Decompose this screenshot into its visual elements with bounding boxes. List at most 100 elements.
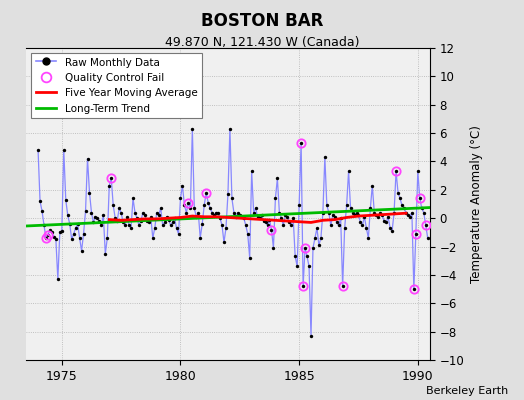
Point — [412, 230, 420, 237]
Text: Berkeley Earth: Berkeley Earth — [426, 386, 508, 396]
Point — [99, 212, 107, 218]
Point — [228, 195, 236, 202]
Point — [105, 182, 114, 189]
Point — [316, 235, 325, 241]
Point — [198, 221, 206, 227]
Point — [269, 245, 278, 251]
Point — [247, 168, 256, 174]
Point — [376, 209, 385, 216]
Point — [362, 225, 370, 231]
Point — [348, 209, 357, 216]
Point — [326, 222, 335, 228]
Point — [305, 263, 313, 270]
Point — [147, 214, 155, 220]
Point — [408, 209, 416, 216]
Point — [400, 205, 408, 212]
Point — [91, 214, 100, 220]
Point — [307, 333, 315, 339]
Point — [109, 202, 117, 209]
Point — [244, 230, 252, 237]
Point — [346, 205, 355, 212]
Point — [145, 219, 153, 226]
Point — [402, 209, 410, 216]
Point — [71, 225, 80, 231]
Point — [374, 214, 383, 220]
Point — [192, 214, 201, 220]
Point — [230, 209, 238, 216]
Legend: Raw Monthly Data, Quality Control Fail, Five Year Moving Average, Long-Term Tren: Raw Monthly Data, Quality Control Fail, … — [31, 53, 202, 118]
Point — [194, 209, 202, 216]
Point — [123, 214, 131, 220]
Point — [406, 214, 414, 220]
Point — [368, 182, 377, 189]
Point — [79, 230, 88, 237]
Point — [66, 221, 74, 227]
Point — [388, 228, 396, 234]
Point — [239, 215, 248, 221]
Point — [234, 209, 242, 216]
Point — [358, 222, 367, 228]
Point — [301, 245, 309, 251]
Point — [188, 126, 196, 132]
Point — [410, 286, 418, 292]
Point — [115, 205, 123, 212]
Point — [107, 175, 115, 182]
Point — [42, 235, 50, 241]
Point — [344, 168, 353, 174]
Point — [174, 230, 183, 237]
Point — [334, 222, 343, 228]
Point — [257, 212, 266, 218]
Point — [157, 205, 165, 212]
Point — [46, 226, 54, 233]
Point — [170, 215, 179, 221]
Point — [226, 126, 234, 132]
Point — [52, 236, 60, 243]
Point — [184, 199, 192, 206]
Point — [285, 219, 293, 226]
Point — [255, 215, 264, 221]
Point — [420, 209, 428, 216]
Point — [190, 205, 199, 212]
Point — [50, 234, 58, 240]
Point — [236, 212, 244, 218]
Point — [336, 215, 345, 221]
Point — [34, 147, 42, 153]
Point — [119, 219, 127, 226]
Point — [386, 225, 394, 231]
Point — [413, 168, 422, 174]
Point — [212, 209, 220, 216]
Point — [249, 209, 258, 216]
Point — [313, 225, 321, 231]
Point — [88, 209, 96, 216]
Point — [97, 222, 105, 228]
Point — [56, 229, 64, 236]
Point — [40, 222, 48, 228]
Point — [58, 228, 66, 234]
Point — [125, 222, 133, 228]
Point — [273, 175, 281, 182]
Point — [202, 190, 210, 196]
Point — [281, 212, 289, 218]
Point — [378, 212, 386, 218]
Point — [323, 202, 331, 209]
Point — [291, 253, 299, 260]
Point — [44, 232, 52, 238]
Point — [85, 190, 94, 196]
Point — [392, 168, 400, 174]
Point — [354, 212, 363, 218]
Point — [329, 212, 337, 218]
Point — [167, 222, 175, 228]
Point — [140, 212, 149, 218]
Point — [155, 212, 163, 218]
Point — [75, 235, 84, 241]
Point — [370, 209, 378, 216]
Point — [423, 235, 432, 241]
Y-axis label: Temperature Anomaly (°C): Temperature Anomaly (°C) — [470, 125, 483, 283]
Point — [259, 218, 268, 224]
Point — [78, 248, 86, 254]
Point — [133, 215, 141, 221]
Point — [158, 222, 167, 228]
Point — [81, 208, 90, 214]
Point — [351, 212, 359, 218]
Point — [127, 225, 135, 231]
